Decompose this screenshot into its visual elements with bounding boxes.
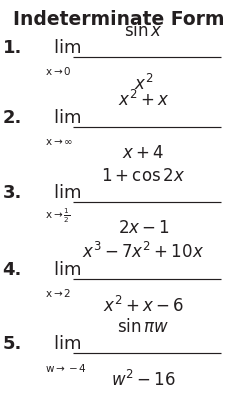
Text: $\mathrm{x\rightarrow 0}$: $\mathrm{x\rightarrow 0}$ <box>45 65 72 77</box>
Text: $x^{2}+x$: $x^{2}+x$ <box>117 90 168 110</box>
Text: $x^{3}-7x^{2}+10x$: $x^{3}-7x^{2}+10x$ <box>82 242 204 262</box>
Text: $\mathrm{x\rightarrow \infty}$: $\mathrm{x\rightarrow \infty}$ <box>45 137 73 147</box>
Text: $\sin x$: $\sin x$ <box>124 22 162 39</box>
Text: 1.: 1. <box>2 39 22 57</box>
Text: $x+4$: $x+4$ <box>122 144 164 162</box>
Text: $\mathrm{w\rightarrow -4}$: $\mathrm{w\rightarrow -4}$ <box>45 362 87 374</box>
Text: $2x-1$: $2x-1$ <box>117 219 169 236</box>
Text: 5.: 5. <box>2 335 22 353</box>
Text: $\mathrm{lim}$: $\mathrm{lim}$ <box>53 184 80 202</box>
Text: $1+\cos 2x$: $1+\cos 2x$ <box>101 167 185 185</box>
Text: Indeterminate Form: Indeterminate Form <box>13 10 224 29</box>
Text: $w^{2}-16$: $w^{2}-16$ <box>111 370 175 390</box>
Text: $\sin \pi w$: $\sin \pi w$ <box>117 318 169 336</box>
Text: $x^{2}$: $x^{2}$ <box>133 73 152 93</box>
Text: $x^{2}+x-6$: $x^{2}+x-6$ <box>102 296 183 316</box>
Text: $\mathrm{lim}$: $\mathrm{lim}$ <box>53 335 80 353</box>
Text: 2.: 2. <box>2 110 22 128</box>
Text: 3.: 3. <box>2 184 22 202</box>
Text: $\mathrm{lim}$: $\mathrm{lim}$ <box>53 261 80 279</box>
Text: $\mathrm{lim}$: $\mathrm{lim}$ <box>53 39 80 57</box>
Text: $\mathrm{x\rightarrow 2}$: $\mathrm{x\rightarrow 2}$ <box>45 287 71 299</box>
Text: $\mathrm{x\rightarrow \frac{1}{2}}$: $\mathrm{x\rightarrow \frac{1}{2}}$ <box>45 207 70 225</box>
Text: 4.: 4. <box>2 261 22 279</box>
Text: $\mathrm{lim}$: $\mathrm{lim}$ <box>53 110 80 128</box>
